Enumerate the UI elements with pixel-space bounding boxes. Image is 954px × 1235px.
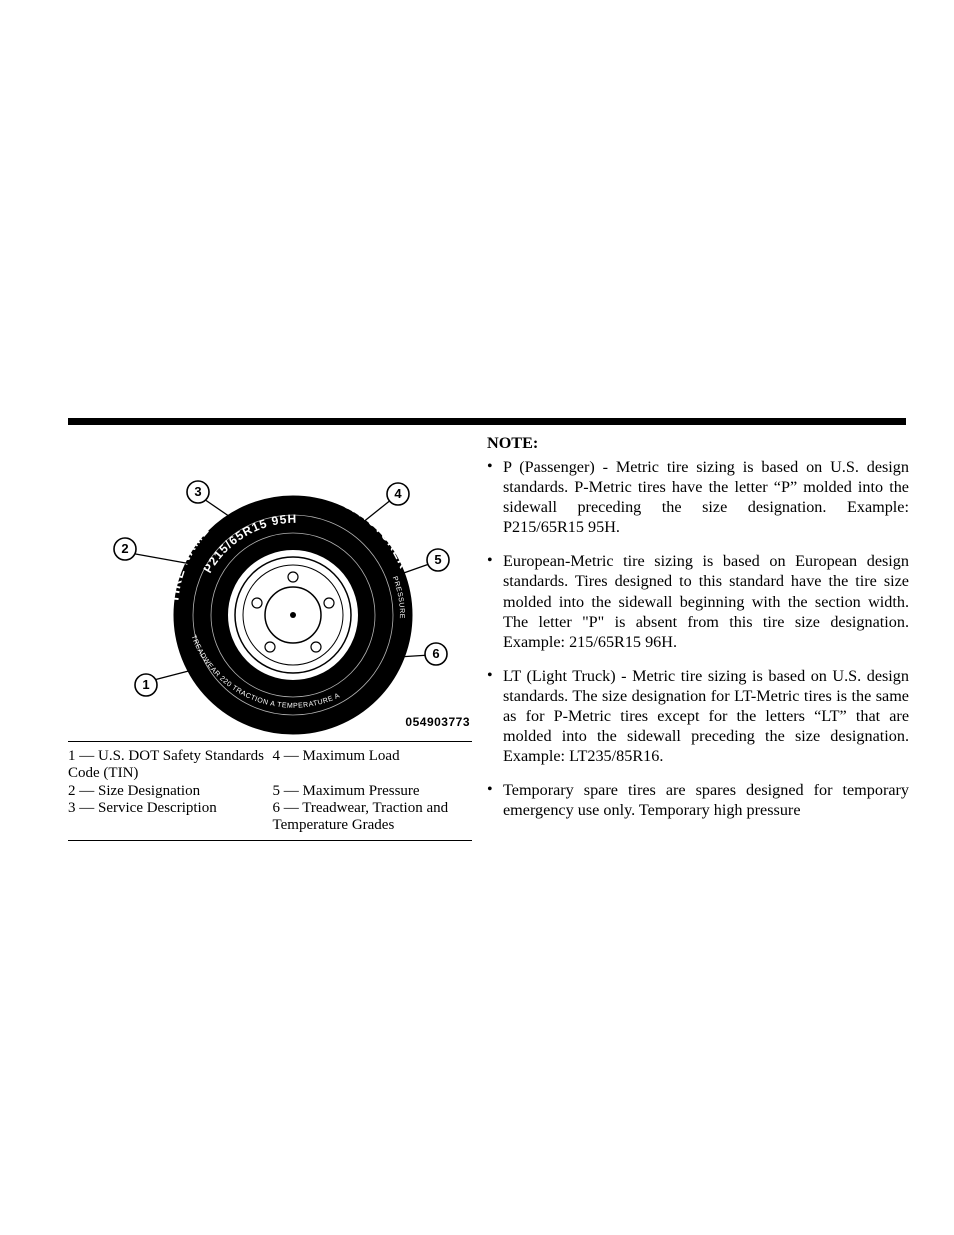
tire-diagram: TIRE NAME MANUFACTURER P215/65R15 95H TR… [68, 455, 472, 735]
legend-bottom-rule [68, 840, 472, 841]
section-divider-bar [68, 418, 906, 425]
legend-5: 5 — Maximum Pressure [273, 783, 473, 800]
bullet-3: LT (Light Truck) - Metric tire sizing is… [487, 666, 909, 766]
legend-1: 1 — U.S. DOT Safety Standards Code (TIN) [68, 748, 273, 783]
callout-6: 6 [425, 643, 447, 665]
callout-3: 3 [187, 481, 209, 503]
callout-2: 2 [114, 538, 136, 560]
legend-6: 6 — Treadwear, Traction and Temperature … [273, 800, 473, 835]
svg-text:5: 5 [434, 552, 441, 567]
legend-table: 1 — U.S. DOT Safety Standards Code (TIN)… [68, 748, 472, 834]
legend-4: 4 — Maximum Load [273, 748, 473, 783]
legend-2: 2 — Size Designation [68, 783, 273, 800]
callout-5: 5 [427, 549, 449, 571]
left-column: TIRE NAME MANUFACTURER P215/65R15 95H TR… [68, 455, 472, 841]
right-column: NOTE: P (Passenger) - Metric tire sizing… [487, 433, 909, 834]
page: TIRE NAME MANUFACTURER P215/65R15 95H TR… [0, 0, 954, 1235]
bullet-1: P (Passenger) - Metric tire sizing is ba… [487, 457, 909, 537]
svg-text:3: 3 [194, 484, 201, 499]
svg-text:1: 1 [142, 677, 149, 692]
bullet-4: Temporary spare tires are spares designe… [487, 780, 909, 820]
bullet-list: P (Passenger) - Metric tire sizing is ba… [487, 457, 909, 820]
svg-text:4: 4 [394, 486, 402, 501]
legend-top-rule [68, 741, 472, 742]
svg-text:2: 2 [121, 541, 128, 556]
legend-3: 3 — Service Description [68, 800, 273, 835]
callout-1: 1 [135, 674, 157, 696]
note-heading: NOTE: [487, 433, 909, 453]
tire-svg: TIRE NAME MANUFACTURER P215/65R15 95H TR… [68, 455, 472, 735]
part-number: 054903773 [405, 715, 470, 729]
bullet-2: European-Metric tire sizing is based on … [487, 551, 909, 651]
callout-4: 4 [387, 483, 409, 505]
svg-text:6: 6 [432, 646, 439, 661]
